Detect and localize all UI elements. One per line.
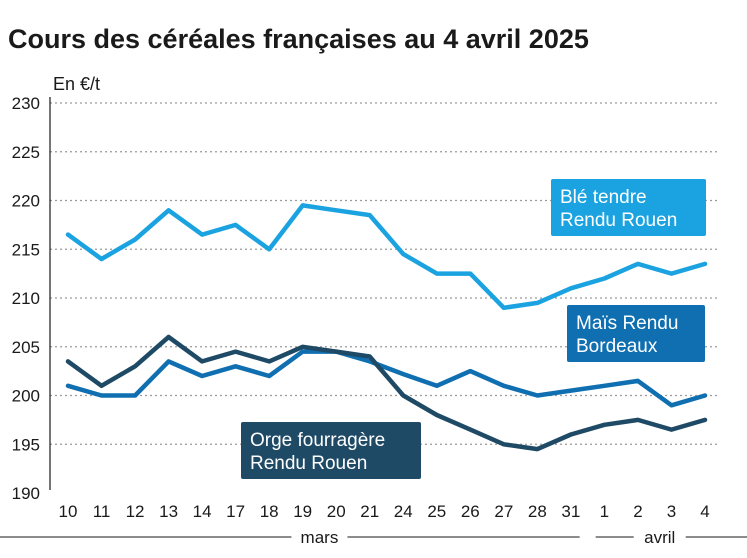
series-label-box bbox=[551, 179, 706, 236]
series-lines bbox=[65, 203, 708, 452]
x-tick-label: 24 bbox=[394, 502, 413, 521]
y-tick-label: 230 bbox=[12, 94, 40, 113]
x-tick-label: 17 bbox=[226, 502, 245, 521]
gridlines bbox=[50, 102, 720, 445]
month-label: avril bbox=[644, 528, 675, 547]
x-tick-label: 28 bbox=[528, 502, 547, 521]
x-tick-label: 3 bbox=[667, 502, 676, 521]
x-tick-label: 11 bbox=[93, 502, 111, 521]
series-label-text: Bordeaux bbox=[576, 336, 658, 357]
x-tick-label: 4 bbox=[700, 502, 709, 521]
y-tick-label: 210 bbox=[12, 289, 40, 308]
x-tick-label: 2 bbox=[633, 502, 642, 521]
series-label-box bbox=[241, 422, 421, 479]
series-label-text: Rendu Rouen bbox=[560, 210, 677, 231]
x-axis-ticks: 10 11 12 13 14 17 18 19 20 21 24 25 26 27 28 31 1 2 3 4 bbox=[59, 502, 710, 521]
month-bands: mars avril bbox=[0, 528, 747, 547]
series-label-text: Orge fourragère bbox=[250, 430, 385, 451]
x-tick-label: 18 bbox=[260, 502, 279, 521]
series-line-0 bbox=[65, 203, 708, 311]
chart-title: Cours des céréales françaises au 4 avril… bbox=[8, 24, 589, 54]
x-tick-label: 20 bbox=[327, 502, 346, 521]
x-tick-label: 10 bbox=[59, 502, 78, 521]
series-label-text: Blé tendre bbox=[560, 187, 647, 208]
x-tick-label: 27 bbox=[494, 502, 513, 521]
y-axis-unit-label: En €/t bbox=[53, 74, 100, 94]
x-tick-label: 14 bbox=[193, 502, 212, 521]
x-tick-label: 21 bbox=[360, 502, 379, 521]
y-tick-label: 225 bbox=[12, 143, 40, 162]
x-tick-label: 19 bbox=[293, 502, 312, 521]
y-axis-ticks: 190 195 200 205 210 215 220 225 230 bbox=[12, 94, 40, 503]
series-label-box bbox=[567, 305, 705, 362]
y-tick-label: 215 bbox=[12, 240, 40, 259]
series-line-2 bbox=[65, 334, 708, 452]
x-tick-label: 1 bbox=[600, 502, 609, 521]
x-tick-label: 13 bbox=[159, 502, 178, 521]
series-label-text: Rendu Rouen bbox=[250, 453, 367, 474]
y-tick-label: 205 bbox=[12, 338, 40, 357]
y-tick-label: 195 bbox=[12, 435, 40, 454]
y-tick-label: 220 bbox=[12, 192, 40, 211]
x-tick-label: 12 bbox=[126, 502, 145, 521]
x-tick-label: 26 bbox=[461, 502, 480, 521]
y-tick-label: 190 bbox=[12, 484, 40, 503]
series-line-1 bbox=[65, 349, 708, 408]
y-tick-label: 200 bbox=[12, 387, 40, 406]
month-label: mars bbox=[301, 528, 339, 547]
x-tick-label: 25 bbox=[427, 502, 446, 521]
series-label-text: Maïs Rendu bbox=[576, 313, 678, 334]
x-tick-label: 31 bbox=[561, 502, 580, 521]
